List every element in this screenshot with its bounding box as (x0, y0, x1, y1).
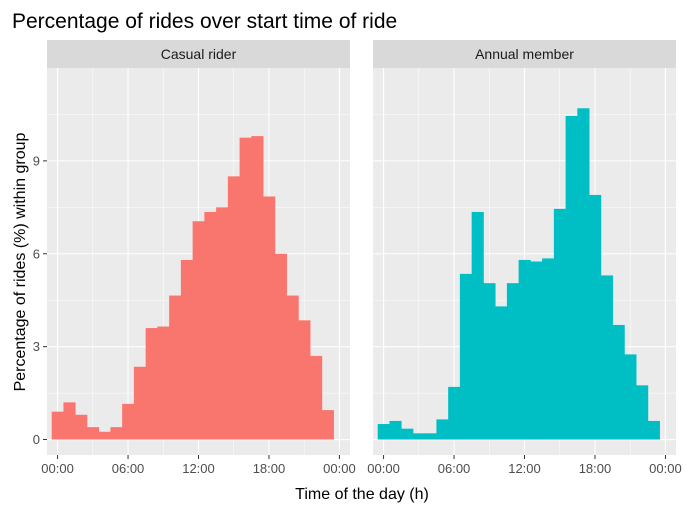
histogram-bar (310, 355, 323, 440)
histogram-bar (122, 403, 135, 440)
histogram-bar (321, 410, 334, 440)
panel-annual-member: Annual member 00:00 06:00 12:00 18:00 00:00 (367, 40, 682, 476)
histogram-bar (448, 386, 461, 440)
x-tick-label: 06:00 (438, 461, 471, 476)
histogram-bar (227, 176, 241, 440)
histogram-bar (75, 414, 88, 440)
x-tick-label: 00:00 (323, 461, 356, 476)
histogram-bar (518, 259, 531, 440)
histogram-bar (459, 273, 473, 440)
histogram-bar (612, 324, 625, 440)
facet-strip (373, 40, 676, 68)
x-tick-label: 18:00 (579, 461, 612, 476)
facet-strip-label: Annual member (475, 46, 574, 62)
histogram-bar (180, 259, 194, 440)
x-tick-label: 00:00 (367, 461, 400, 476)
histogram-bar (204, 211, 217, 440)
histogram-bar (647, 420, 660, 440)
histogram-bar (565, 115, 578, 440)
histogram-bar (286, 295, 299, 440)
histogram-bar (483, 283, 496, 440)
x-tick-label: 12:00 (182, 461, 215, 476)
histogram-bar (298, 320, 311, 440)
histogram-bar (553, 208, 567, 440)
x-tick-label: 12:00 (508, 461, 541, 476)
chart-title: Percentage of rides over start time of r… (12, 10, 397, 33)
histogram-bar (424, 433, 437, 440)
histogram-bar (239, 137, 252, 440)
y-tick-label: 9 (33, 153, 40, 168)
histogram-bar (506, 283, 520, 440)
x-tick-label: 00:00 (649, 461, 682, 476)
y-tick-label: 6 (33, 246, 40, 261)
histogram-bar (436, 419, 449, 440)
histogram-bar (401, 428, 414, 440)
histogram-bar (216, 207, 229, 440)
histogram-bar (251, 136, 264, 440)
histogram-bar (542, 258, 555, 440)
histogram-bar (157, 326, 170, 440)
histogram-bar (51, 411, 64, 440)
histogram-bar (63, 402, 76, 440)
histogram-bar (589, 194, 602, 440)
histogram-bar (495, 306, 508, 440)
panel-casual-rider: Casual rider 00:00 06:00 12:00 18:00 00:00 (41, 40, 356, 476)
histogram-bar (471, 211, 484, 440)
histogram-bar (263, 196, 276, 440)
facet-panels: 0 3 6 9 Casual rider 00:00 06:00 12:00 18:00 00:0… (33, 40, 682, 476)
histogram-bar (389, 420, 402, 440)
y-axis-title: Percentage of rides (%) within group (12, 133, 29, 392)
histogram-bar (530, 261, 543, 440)
facet-strip-label: Casual rider (161, 46, 237, 62)
histogram-bar (169, 295, 182, 440)
y-tick-label: 3 (33, 339, 40, 354)
histogram-bar (412, 433, 426, 440)
histogram-bar (145, 328, 158, 440)
y-tick-label: 0 (33, 432, 40, 447)
histogram-bar (624, 354, 637, 440)
histogram-bar (110, 427, 123, 440)
histogram-bar (600, 275, 613, 440)
histogram-bar (98, 431, 111, 440)
histogram-bar (636, 385, 649, 440)
facet-strip (47, 40, 350, 68)
x-tick-label: 06:00 (112, 461, 145, 476)
x-tick-label: 00:00 (41, 461, 74, 476)
x-axis-title: Time of the day (h) (295, 486, 429, 503)
histogram-bar (86, 427, 100, 440)
histogram-bar (377, 424, 390, 440)
histogram-bar (192, 221, 205, 440)
histogram-bar (577, 108, 590, 440)
x-tick-label: 18:00 (253, 461, 286, 476)
histogram-bar (133, 366, 147, 440)
histogram-bar (274, 253, 287, 440)
